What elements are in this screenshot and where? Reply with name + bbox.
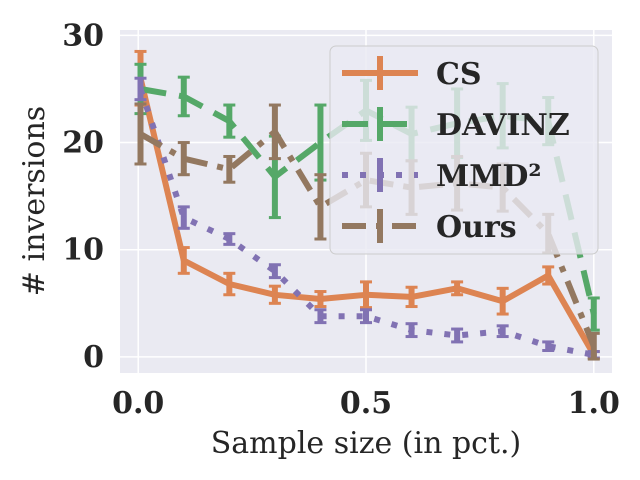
data-point xyxy=(410,328,414,332)
data-point xyxy=(273,130,277,134)
legend-item-cs: CS xyxy=(342,56,482,92)
data-point xyxy=(182,157,186,161)
y-tick-label: 30 xyxy=(62,18,104,53)
data-point xyxy=(227,282,231,286)
data-point xyxy=(410,295,414,299)
data-point xyxy=(318,205,322,209)
legend-label: MMD² xyxy=(436,159,542,194)
x-tick-label: 0.5 xyxy=(340,386,392,421)
legend-label: CS xyxy=(436,57,482,92)
data-point xyxy=(139,87,142,91)
legend-item-ours: Ours xyxy=(342,209,517,245)
data-point xyxy=(318,314,322,318)
y-tick-labels: 0 10 20 30 xyxy=(62,18,104,375)
y-axis-label: # inversions xyxy=(17,106,52,296)
series-line-mmd xyxy=(137,88,595,358)
data-point xyxy=(592,344,596,348)
y-tick-label: 10 xyxy=(62,233,104,268)
data-point xyxy=(273,175,277,179)
data-point xyxy=(546,273,550,277)
data-point xyxy=(318,141,322,145)
data-point xyxy=(182,258,186,262)
x-tick-labels: 0.0 0.5 1.0 xyxy=(112,386,620,421)
data-point xyxy=(227,119,231,123)
x-tick-label: 0.0 xyxy=(112,386,164,421)
data-point xyxy=(273,293,277,297)
x-axis-label: Sample size (in pct.) xyxy=(211,426,522,461)
data-point xyxy=(227,237,231,241)
y-tick-label: 20 xyxy=(62,126,104,161)
data-point xyxy=(546,344,550,348)
data-point xyxy=(273,269,277,273)
data-point xyxy=(501,329,505,333)
data-point xyxy=(592,312,596,316)
data-point xyxy=(227,167,231,171)
data-point xyxy=(364,314,368,318)
series-mmd xyxy=(134,76,600,360)
legend: CS DAVINZ MMD² Ours xyxy=(329,45,599,255)
data-point xyxy=(501,299,505,303)
legend-item-mmd: MMD² xyxy=(342,158,542,194)
x-tick-label: 1.0 xyxy=(568,386,620,421)
legend-label: DAVINZ xyxy=(436,108,570,143)
legend-item-davinz: DAVINZ xyxy=(342,107,570,143)
data-point xyxy=(139,132,142,136)
data-point xyxy=(318,297,322,301)
legend-box xyxy=(329,45,599,255)
y-tick-label: 0 xyxy=(83,340,104,375)
data-point xyxy=(455,286,459,290)
data-point xyxy=(182,94,186,98)
legend-label: Ours xyxy=(436,210,517,245)
data-point xyxy=(455,333,459,337)
data-point xyxy=(182,216,186,220)
data-point xyxy=(364,293,368,297)
